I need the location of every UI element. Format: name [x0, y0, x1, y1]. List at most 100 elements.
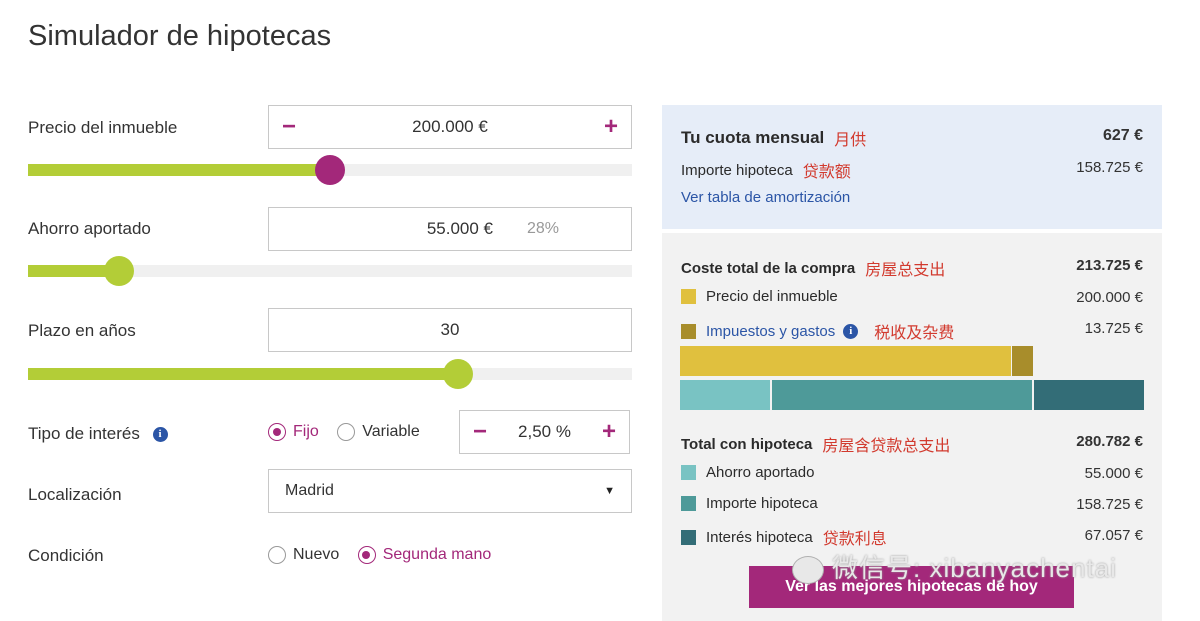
total-item-label: Ahorro aportado — [706, 464, 815, 481]
cuota-label: Tu cuota mensual — [681, 128, 825, 147]
coste-bar — [680, 346, 1144, 376]
coste-item-label: Precio del inmueble — [706, 288, 838, 305]
precio-label: Precio del inmueble — [28, 118, 178, 137]
interes-label-group: Tipo de interés i — [28, 424, 168, 444]
impuestos-link[interactable]: Impuestos y gastos — [706, 322, 836, 340]
info-icon[interactable]: i — [843, 323, 859, 339]
total-item-label: Interés hipoteca — [706, 528, 813, 546]
interes-type-group: Fijo Variable — [268, 423, 420, 446]
ahorro-field[interactable]: 55.000 € 28% — [268, 207, 632, 251]
plazo-field[interactable]: 30 — [268, 308, 632, 352]
chevron-down-icon: ▼ — [604, 485, 615, 497]
total-item-interes: Interés hipoteca 贷款利息 — [681, 525, 887, 549]
interes-plus-button[interactable]: + — [601, 418, 616, 445]
ahorro-value: 55.000 € — [426, 219, 493, 238]
ahorro-slider[interactable] — [28, 256, 632, 286]
bar-segment-ahorro — [680, 380, 770, 410]
precio-slider-fill — [28, 164, 330, 176]
interes-annotation: 贷款利息 — [822, 531, 887, 548]
coste-annotation: 房屋总支出 — [865, 262, 946, 279]
coste-item-precio: Precio del inmueble — [681, 288, 838, 305]
plazo-slider-fill — [28, 368, 458, 380]
precio-minus-button[interactable]: − — [281, 113, 296, 140]
total-value: 280.782 € — [1076, 433, 1143, 450]
bar-segment-precio — [680, 346, 1011, 376]
radio-variable-label: Variable — [362, 423, 420, 440]
localizacion-select[interactable]: Madrid ▼ — [268, 469, 632, 513]
ahorro-label: Ahorro aportado — [28, 219, 151, 238]
radio-nuevo-circle — [268, 546, 286, 564]
radio-fijo[interactable]: Fijo — [268, 423, 319, 441]
impuestos-annotation: 税收及杂费 — [874, 325, 955, 342]
radio-fijo-circle — [268, 423, 286, 441]
importe-annotation: 贷款额 — [802, 164, 851, 181]
importe-label: Importe hipoteca — [681, 161, 793, 179]
wechat-icon — [792, 556, 824, 585]
total-item-value: 55.000 € — [1084, 465, 1143, 482]
total-item-ahorro: Ahorro aportado — [681, 464, 814, 481]
radio-variable[interactable]: Variable — [337, 423, 420, 441]
bar-segment-importe — [772, 380, 1032, 410]
coste-row: Coste total de la compra 房屋总支出 — [681, 256, 945, 280]
plazo-label: Plazo en años — [28, 321, 136, 340]
plazo-slider-handle[interactable] — [443, 359, 473, 389]
precio-slider[interactable] — [28, 155, 632, 185]
coste-value: 213.725 € — [1076, 257, 1143, 274]
legend-swatch — [681, 496, 696, 511]
plazo-value: 30 — [440, 320, 460, 339]
localizacion-value: Madrid — [285, 482, 334, 499]
page-title: Simulador de hipotecas — [28, 20, 332, 52]
precio-slider-handle[interactable] — [315, 155, 345, 185]
total-item-importe: Importe hipoteca — [681, 495, 818, 512]
info-icon[interactable]: i — [152, 427, 168, 443]
cuota-annotation: 月供 — [834, 132, 867, 149]
legend-swatch — [681, 529, 696, 545]
precio-value[interactable]: 200.000 € — [412, 117, 488, 136]
legend-swatch — [681, 289, 696, 304]
radio-variable-circle — [337, 423, 356, 441]
coste-label: Coste total de la compra — [681, 259, 856, 277]
coste-item-value: 13.725 € — [1084, 320, 1143, 337]
condicion-group: Nuevo Segunda mano — [268, 546, 491, 569]
cost-panel — [662, 233, 1162, 621]
interes-stepper: − 2,50 % + — [459, 410, 630, 454]
localizacion-label: Localización — [28, 485, 122, 504]
ahorro-slider-fill — [28, 265, 119, 277]
precio-stepper: − 200.000 € + — [268, 105, 632, 149]
coste-item-value: 200.000 € — [1076, 289, 1143, 306]
total-label: Total con hipoteca — [681, 435, 813, 453]
total-annotation: 房屋含贷款总支出 — [822, 438, 951, 455]
watermark: 微信号: xibanyachentai — [792, 548, 1117, 585]
total-item-value: 158.725 € — [1076, 496, 1143, 513]
bar-segment-interes — [1034, 380, 1144, 410]
radio-fijo-label: Fijo — [293, 423, 319, 440]
legend-swatch — [681, 323, 696, 339]
summary-panel — [662, 105, 1162, 229]
amortizacion-link[interactable]: Ver tabla de amortización — [681, 189, 851, 206]
bar-segment-impuestos — [1012, 346, 1033, 376]
coste-item-impuestos: Impuestos y gastos i 税收及杂费 — [681, 319, 954, 343]
interes-label: Tipo de interés — [28, 424, 140, 443]
radio-nuevo[interactable]: Nuevo — [268, 546, 339, 564]
cuota-row: Tu cuota mensual 月供 — [681, 126, 866, 150]
importe-value: 158.725 € — [1076, 159, 1143, 176]
legend-swatch — [681, 465, 696, 480]
total-item-label: Importe hipoteca — [706, 495, 818, 512]
total-bar — [680, 380, 1144, 410]
condicion-label: Condición — [28, 546, 104, 565]
ahorro-slider-handle[interactable] — [104, 256, 134, 286]
radio-segunda-mano-label: Segunda mano — [382, 546, 492, 563]
radio-segunda-mano[interactable]: Segunda mano — [357, 546, 492, 564]
importe-row: Importe hipoteca 贷款额 — [681, 158, 851, 182]
plazo-slider[interactable] — [28, 359, 632, 389]
precio-plus-button[interactable]: + — [603, 113, 618, 140]
radio-nuevo-label: Nuevo — [293, 546, 340, 563]
watermark-text: 微信号: xibanyachentai — [832, 553, 1117, 583]
interes-minus-button[interactable]: − — [472, 418, 487, 445]
ahorro-percent: 28% — [526, 220, 559, 237]
interes-value[interactable]: 2,50 % — [518, 422, 571, 441]
cuota-value: 627 € — [1102, 127, 1143, 144]
total-row: Total con hipoteca 房屋含贷款总支出 — [681, 432, 950, 456]
total-item-value: 67.057 € — [1084, 527, 1143, 544]
radio-segunda-mano-circle — [357, 546, 376, 564]
